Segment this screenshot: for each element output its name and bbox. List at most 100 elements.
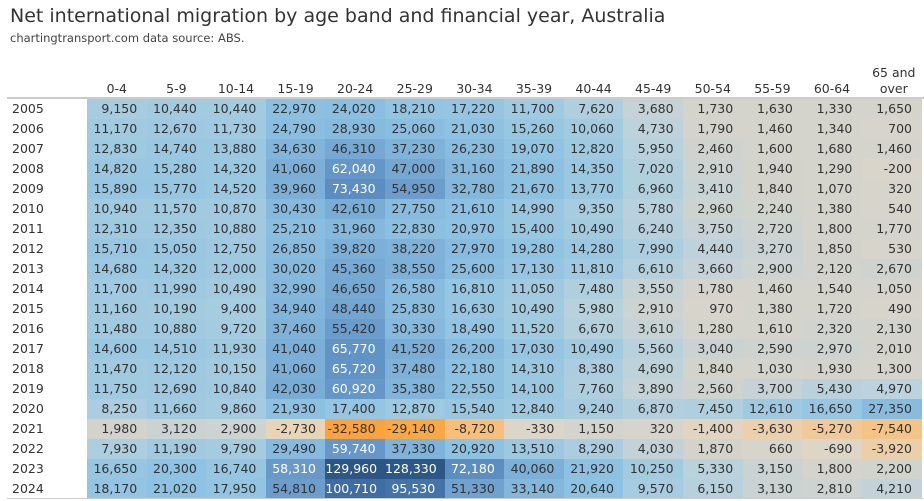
- row-label: 2012: [12, 241, 44, 256]
- heatmap-cell: 2,460: [683, 139, 744, 159]
- row-label: 2007: [12, 141, 44, 156]
- heatmap-cell: 25,600: [444, 259, 505, 279]
- heatmap-cell: 22,830: [385, 219, 446, 239]
- heatmap-cell: 12,840: [504, 399, 565, 419]
- heatmap-cell: 25,830: [385, 299, 446, 319]
- heatmap-cell: 65,720: [325, 359, 386, 379]
- heatmap-cell: 10,490: [504, 299, 565, 319]
- row-label: 2005: [12, 101, 44, 116]
- heatmap-cell: 1,870: [683, 439, 744, 459]
- heatmap-cell: 41,040: [265, 339, 326, 359]
- heatmap-cell: 13,510: [504, 439, 565, 459]
- heatmap-cell: 10,250: [623, 459, 684, 479]
- heatmap-cell: 1,600: [742, 139, 803, 159]
- heatmap-cell: 26,230: [444, 139, 505, 159]
- heatmap-cell: 26,200: [444, 339, 505, 359]
- bottom-divider: [7, 498, 924, 499]
- heatmap-cell: 11,700: [87, 279, 148, 299]
- heatmap-cell: 11,480: [87, 319, 148, 339]
- heatmap-cell: 3,700: [742, 379, 803, 399]
- heatmap-cell: 27,350: [861, 399, 922, 419]
- column-header: 45-49: [635, 81, 672, 96]
- heatmap-cell: 9,400: [206, 299, 267, 319]
- heatmap-cell: 55,420: [325, 319, 386, 339]
- heatmap-cell: 7,020: [623, 159, 684, 179]
- heatmap-cell: 2,320: [802, 319, 863, 339]
- heatmap-cell: 1,980: [87, 419, 148, 439]
- heatmap-cell: 18,490: [444, 319, 505, 339]
- heatmap-cell: 3,610: [623, 319, 684, 339]
- heatmap-cell: 25,210: [265, 219, 326, 239]
- heatmap-cell: 42,610: [325, 199, 386, 219]
- column-header: 35-39: [515, 81, 553, 96]
- heatmap-cell: 14,320: [146, 259, 207, 279]
- row-label: 2014: [12, 281, 44, 296]
- heatmap-cell: 5,330: [683, 459, 744, 479]
- heatmap-cell: 700: [861, 119, 922, 139]
- heatmap-cell: 1,050: [861, 279, 922, 299]
- row-label: 2023: [12, 461, 44, 476]
- heatmap-cell: 17,130: [504, 259, 565, 279]
- heatmap-cell: 14,680: [87, 259, 148, 279]
- heatmap-cell: 2,670: [861, 259, 922, 279]
- heatmap-cell: 19,070: [504, 139, 565, 159]
- heatmap-cell: 46,650: [325, 279, 386, 299]
- header-divider: [7, 97, 924, 99]
- heatmap-cell: 34,630: [265, 139, 326, 159]
- heatmap-cell: 27,750: [385, 199, 446, 219]
- heatmap-cell: 10,150: [206, 359, 267, 379]
- heatmap-cell: 1,300: [861, 359, 922, 379]
- heatmap-cell: 12,610: [742, 399, 803, 419]
- column-header: 15-19: [277, 81, 314, 96]
- heatmap-cell: 34,940: [265, 299, 326, 319]
- heatmap-cell: 1,940: [742, 159, 803, 179]
- heatmap-cell: 41,060: [265, 359, 326, 379]
- heatmap-cell: 14,820: [87, 159, 148, 179]
- heatmap-cell: 1,460: [742, 279, 803, 299]
- heatmap-cell: 3,680: [623, 99, 684, 119]
- heatmap-cell: 3,150: [742, 459, 803, 479]
- heatmap-cell: 72,180: [444, 459, 505, 479]
- heatmap-cell: 11,930: [206, 339, 267, 359]
- heatmap-cell: 14,310: [504, 359, 565, 379]
- heatmap-cell: 11,810: [563, 259, 624, 279]
- heatmap-cell: 17,220: [444, 99, 505, 119]
- heatmap-cell: 4,440: [683, 239, 744, 259]
- heatmap-cell: 7,620: [563, 99, 624, 119]
- heatmap-cell: 16,650: [802, 399, 863, 419]
- heatmap-cell: 13,880: [206, 139, 267, 159]
- heatmap-cell: 12,830: [87, 139, 148, 159]
- heatmap-cell: 128,330: [385, 459, 446, 479]
- column-header: 30-34: [456, 81, 493, 96]
- heatmap-cell: 1,800: [802, 219, 863, 239]
- heatmap-cell: 27,970: [444, 239, 505, 259]
- heatmap-cell: 5,950: [623, 139, 684, 159]
- heatmap-cell: -8,720: [444, 419, 505, 439]
- heatmap-cell: 6,960: [623, 179, 684, 199]
- heatmap-cell: 95,530: [385, 479, 446, 499]
- column-header: 10-14: [217, 81, 255, 96]
- heatmap-cell: 11,660: [146, 399, 207, 419]
- heatmap-cell: 9,240: [563, 399, 624, 419]
- column-header: 55-59: [754, 81, 791, 96]
- heatmap-cell: 18,170: [87, 479, 148, 499]
- heatmap-cell: 3,410: [683, 179, 744, 199]
- heatmap-cell: 33,140: [504, 479, 565, 499]
- heatmap-cell: 11,700: [504, 99, 565, 119]
- heatmap-cell: 10,440: [146, 99, 207, 119]
- heatmap-cell: 17,950: [206, 479, 267, 499]
- row-label: 2015: [12, 301, 44, 316]
- heatmap-cell: 3,040: [683, 339, 744, 359]
- heatmap-cell: -200: [861, 159, 922, 179]
- heatmap-cell: 10,490: [563, 339, 624, 359]
- heatmap-cell: 40,060: [504, 459, 565, 479]
- heatmap-cell: 1,850: [802, 239, 863, 259]
- heatmap-cell: 22,180: [444, 359, 505, 379]
- heatmap-cell: 14,510: [146, 339, 207, 359]
- heatmap-cell: 1,680: [802, 139, 863, 159]
- heatmap-cell: 10,940: [87, 199, 148, 219]
- row-label: 2006: [12, 121, 44, 136]
- heatmap-cell: 5,560: [623, 339, 684, 359]
- heatmap-cell: 530: [861, 239, 922, 259]
- heatmap-cell: 1,770: [861, 219, 922, 239]
